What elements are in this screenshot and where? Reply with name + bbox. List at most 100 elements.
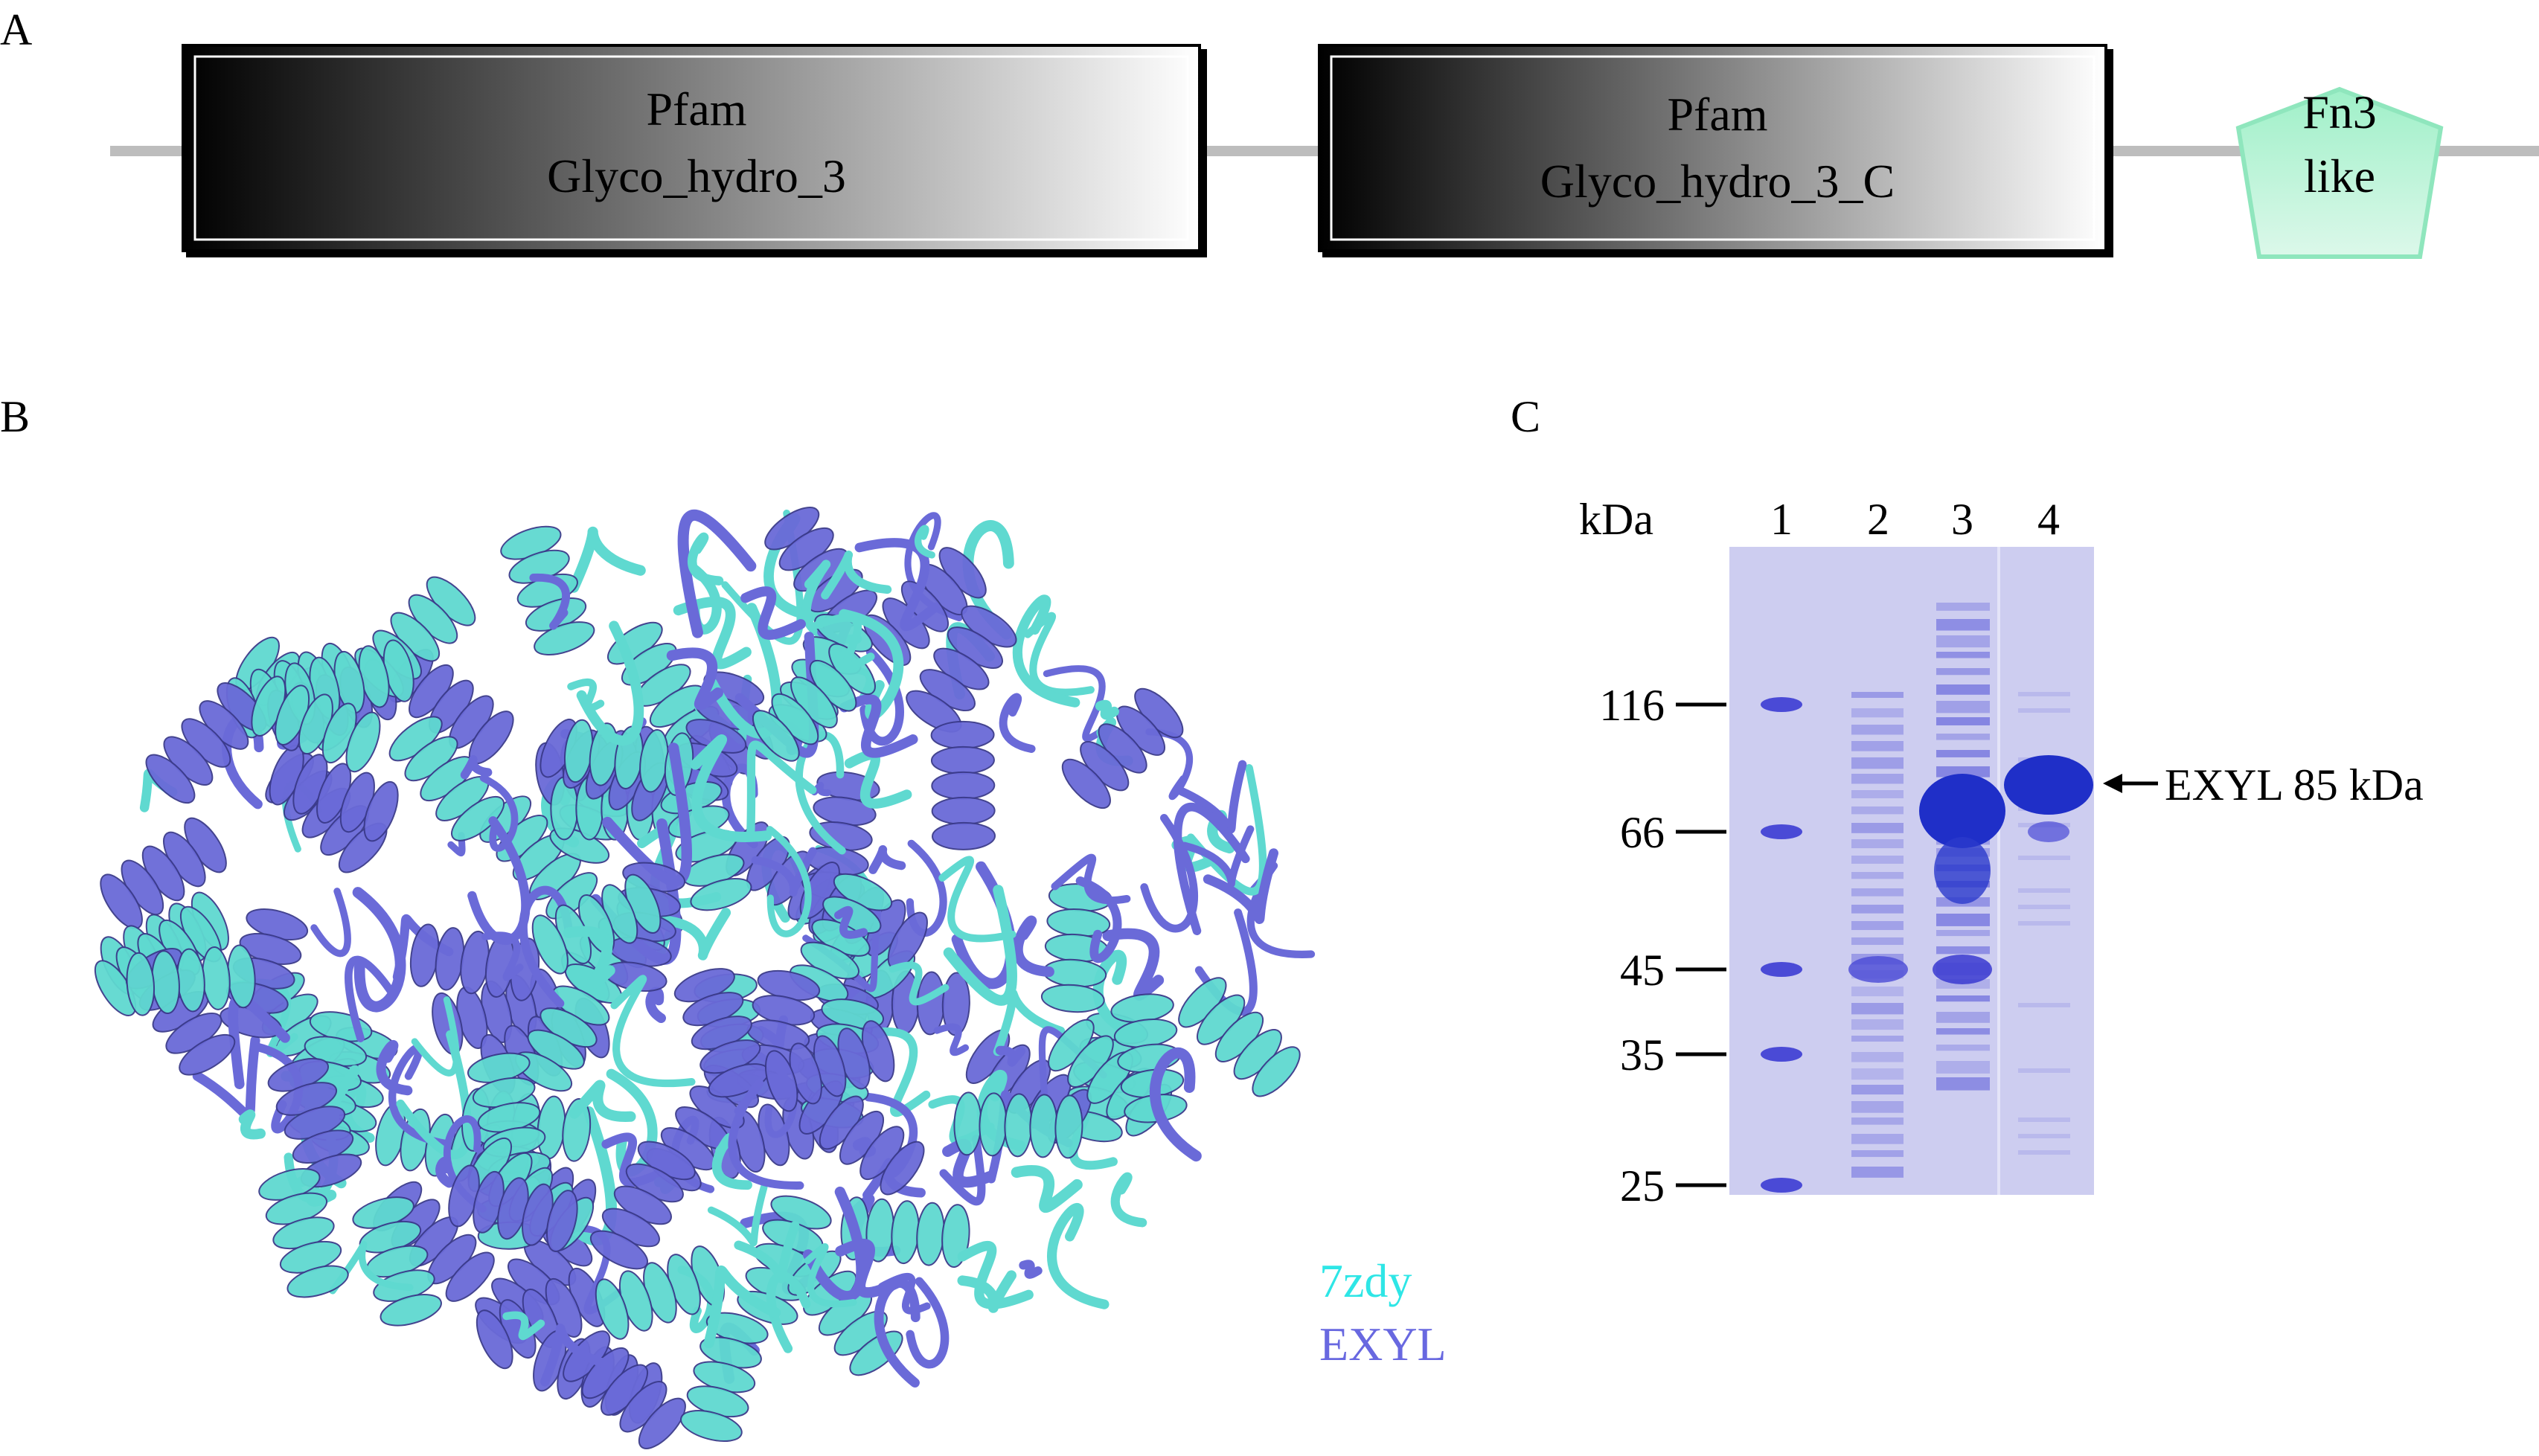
loop: [1047, 1202, 1110, 1309]
sample-band: [1851, 741, 1904, 751]
helix: [100, 817, 227, 930]
helix-turn: [145, 754, 196, 804]
helix-turn: [680, 1410, 743, 1443]
helix-turn: [916, 1202, 945, 1266]
sample-band: [2018, 856, 2070, 860]
loop: [610, 975, 696, 1087]
loop: [657, 908, 731, 960]
loop: [839, 694, 918, 758]
helix: [563, 1330, 686, 1449]
sample-band: [1936, 684, 1990, 695]
loop: [957, 1240, 1034, 1309]
sample-band: [1851, 987, 1904, 997]
sample-band: [1919, 774, 2005, 848]
loop: [690, 734, 772, 842]
sample-band: [1933, 955, 1992, 984]
helix: [953, 1091, 1083, 1159]
sample-band: [1851, 1036, 1904, 1042]
helix: [752, 643, 876, 762]
sample-band: [1934, 837, 1991, 904]
sample-band: [1851, 839, 1904, 849]
helix-turn: [126, 952, 156, 1016]
loop: [1140, 814, 1198, 933]
loop: [1173, 802, 1250, 935]
sample-band: [1851, 774, 1904, 784]
loop: [467, 816, 531, 945]
panel-label: B: [0, 392, 30, 441]
helix: [126, 944, 256, 1016]
loop: [1011, 1164, 1083, 1213]
loop: [802, 1186, 867, 1302]
sample-band: [2018, 888, 2070, 893]
sample-band: [2018, 692, 2070, 696]
domain-source: Pfam: [646, 83, 746, 135]
arrow-head: [2103, 774, 2122, 793]
sample-band: [1851, 1003, 1904, 1015]
loop: [1075, 876, 1122, 963]
helix-turn: [345, 711, 381, 773]
helix-turn: [100, 873, 143, 930]
loop: [345, 955, 396, 1042]
sample-band: [1851, 1134, 1904, 1144]
helix-turn: [930, 745, 995, 774]
helix: [787, 1250, 903, 1376]
annotation: EXYL 85 kDa: [2103, 760, 2424, 809]
sample-band: [1936, 652, 1990, 658]
sample-band: [1936, 603, 1990, 611]
loop: [821, 551, 892, 600]
sample-band: [1936, 930, 1990, 937]
sample-band: [1936, 1028, 1990, 1035]
helix-turn: [849, 1330, 903, 1376]
sample-band: [1936, 1077, 1990, 1091]
sample-band: [1851, 790, 1904, 798]
loop: [711, 1133, 752, 1190]
loop: [1051, 853, 1131, 905]
loop: [1012, 594, 1080, 708]
loop: [854, 538, 941, 632]
marker-label: 45: [1620, 946, 1665, 995]
sample-band: [1936, 635, 1990, 648]
sample-band: [1936, 701, 1990, 713]
loop: [388, 1044, 449, 1148]
ladder-band: [1761, 824, 1802, 839]
sample-band: [2004, 755, 2093, 815]
loop: [933, 1023, 970, 1056]
loop: [529, 573, 570, 630]
loop: [1012, 915, 1054, 978]
loop: [703, 1266, 781, 1349]
loop: [460, 755, 493, 780]
sample-band: [1851, 1101, 1904, 1113]
domain: Pfam Glyco_hydro_3_C: [1318, 44, 2113, 257]
loop: [411, 996, 460, 1077]
annotation-text: EXYL 85 kDa: [2165, 760, 2424, 809]
unit-label: kDa: [1579, 495, 1653, 544]
helix: [258, 1168, 349, 1298]
domain-source: Pfam: [1667, 88, 1767, 141]
helix-turn: [1040, 984, 1105, 1013]
helix-turn: [1054, 1094, 1083, 1159]
loop: [688, 532, 724, 586]
motif-name: like: [2304, 150, 2375, 202]
loop: [845, 1027, 931, 1117]
helix-turn: [931, 796, 996, 825]
domain-inner: [193, 55, 1189, 241]
sample-band: [1851, 1167, 1904, 1178]
helix-turn: [765, 1050, 798, 1112]
loop: [995, 1045, 1026, 1067]
loop: [1203, 848, 1278, 924]
sample-band: [1851, 1068, 1904, 1080]
helix-turn: [931, 771, 996, 800]
loop: [839, 609, 904, 721]
helix: [409, 923, 540, 1001]
domain-box: [182, 44, 1201, 252]
domain-box: [1318, 44, 2107, 252]
sample-band: [1936, 766, 1990, 777]
sample-band: [1851, 806, 1904, 815]
loop: [962, 520, 1014, 640]
loop: [1023, 612, 1095, 696]
helix-turn: [531, 914, 569, 975]
sample-band: [1851, 856, 1904, 864]
helix-turn: [476, 1309, 513, 1370]
helix-turn: [891, 1200, 920, 1265]
sample-band: [1851, 937, 1904, 946]
